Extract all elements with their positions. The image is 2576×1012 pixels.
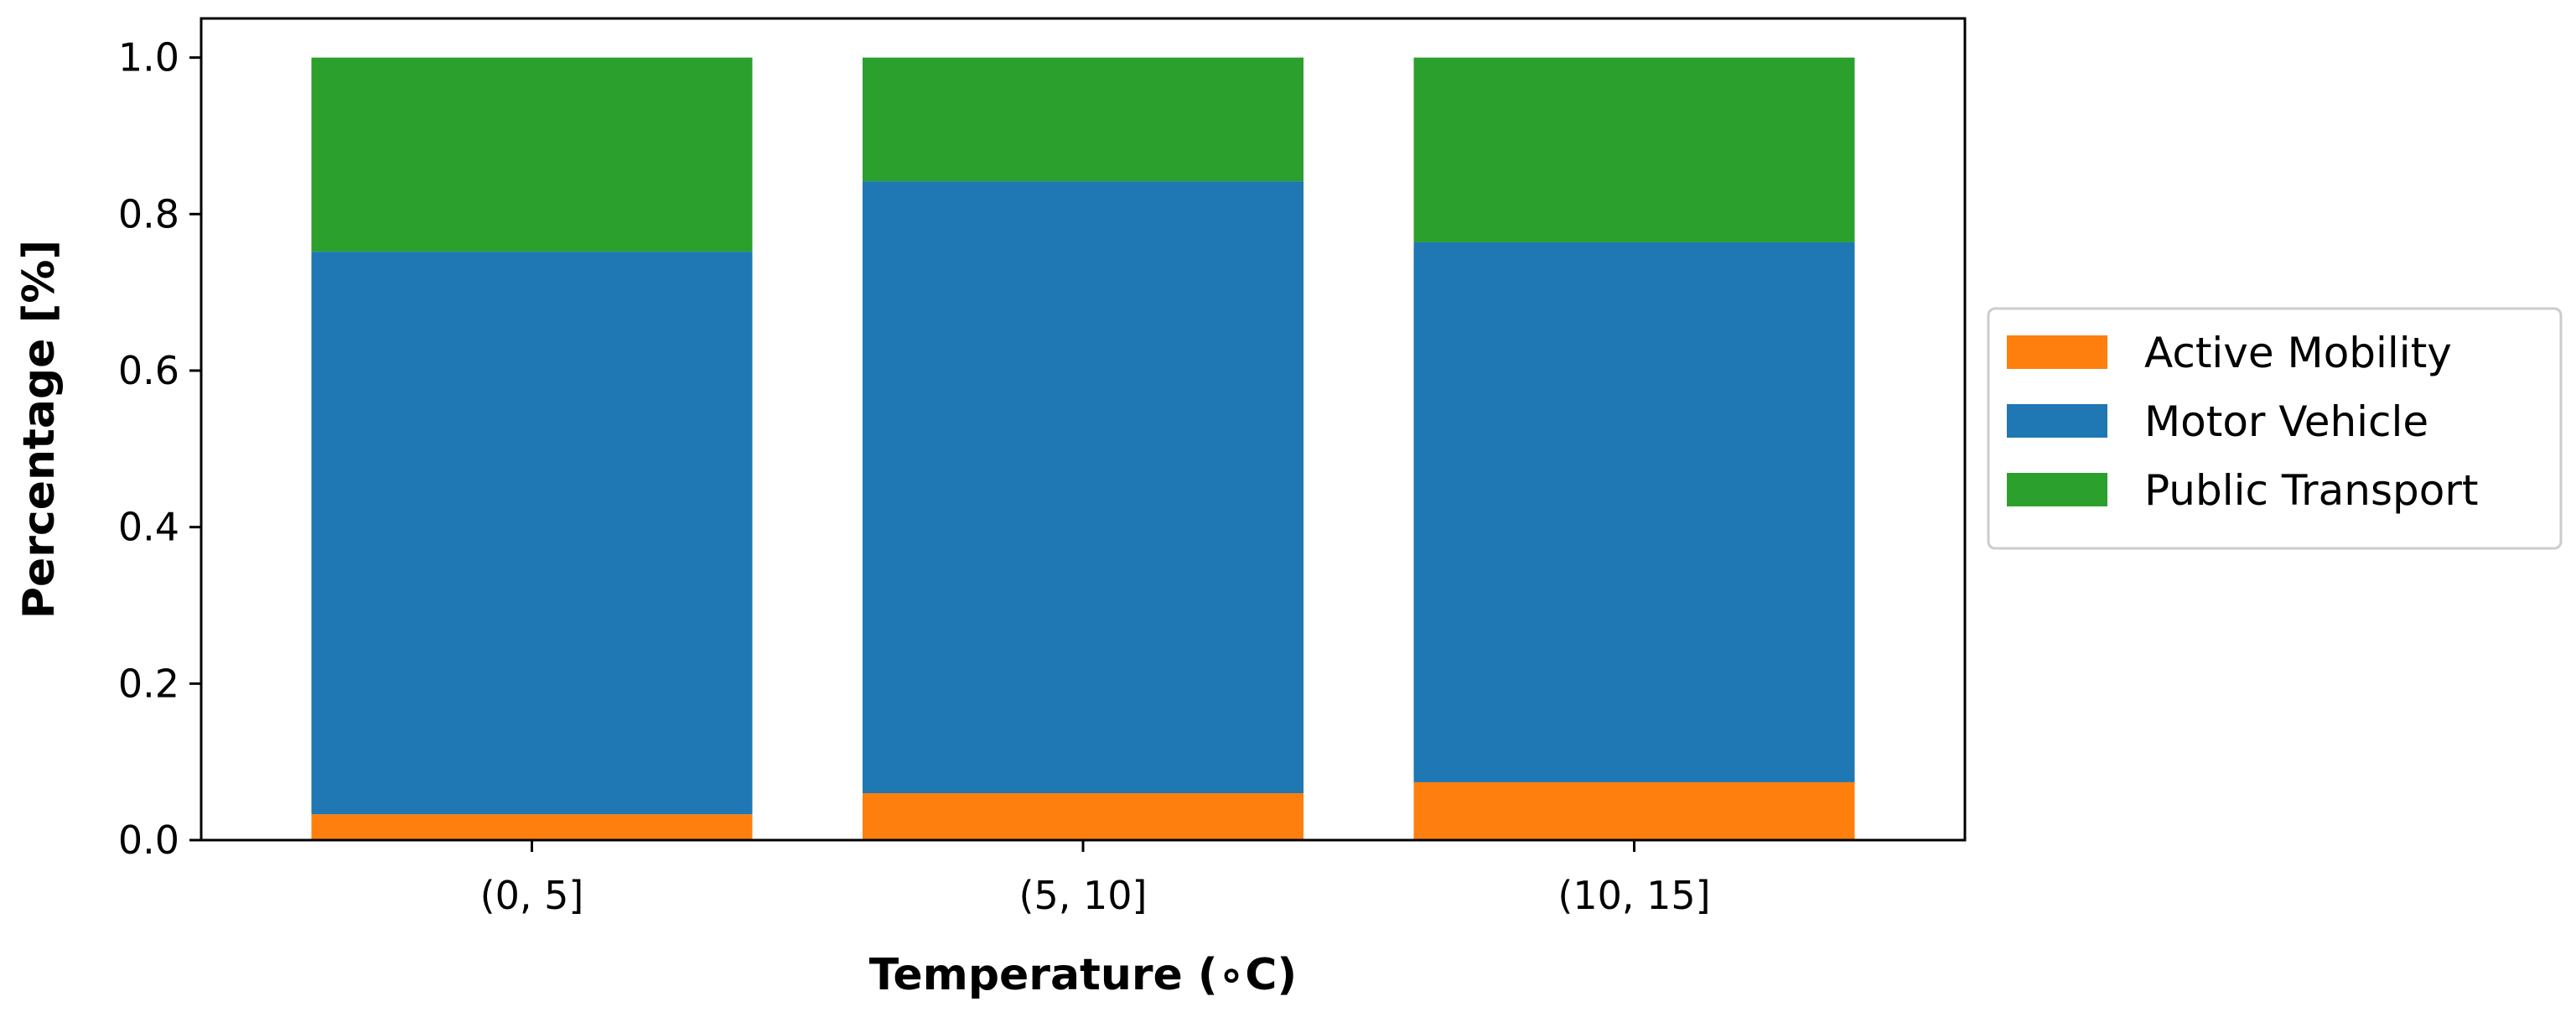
legend-swatch-active-mobility <box>2007 335 2107 369</box>
y-tick-label: 0.0 <box>118 817 179 863</box>
bar-public-transport-0 <box>311 57 753 252</box>
x-tick-label: (10, 15] <box>1558 873 1710 918</box>
legend: Active Mobility Motor Vehicle Public Trans… <box>1987 307 2563 550</box>
x-tick-label: (0, 5] <box>480 873 584 918</box>
legend-label-public-transport: Public Transport <box>2144 466 2479 515</box>
x-tick-label: (5, 10] <box>1019 873 1148 918</box>
bar-motor-vehicle-1 <box>863 181 1304 794</box>
bars-layer <box>311 57 1855 840</box>
y-tick-label: 0.8 <box>118 191 179 236</box>
bar-public-transport-1 <box>863 57 1304 182</box>
legend-swatch-motor-vehicle <box>2007 404 2107 438</box>
y-axis: 0.0 0.2 0.4 0.6 0.8 1.0 <box>118 35 201 863</box>
y-tick-label: 1.0 <box>118 35 179 80</box>
legend-label-motor-vehicle: Motor Vehicle <box>2144 397 2428 446</box>
y-axis-title: Percentage [%] <box>14 240 65 619</box>
bar-motor-vehicle-0 <box>311 252 753 815</box>
y-tick-label: 0.2 <box>118 661 179 706</box>
legend-swatch-public-transport <box>2007 473 2107 506</box>
bar-public-transport-2 <box>1413 57 1855 242</box>
legend-label-active-mobility: Active Mobility <box>2144 329 2452 377</box>
bar-active-mobility-1 <box>863 793 1304 840</box>
y-tick-label: 0.4 <box>118 505 179 550</box>
bar-active-mobility-0 <box>311 814 753 840</box>
x-axis-title: Temperature (∘C) <box>869 950 1297 1000</box>
x-axis: (0, 5] (5, 10] (10, 15] <box>480 840 1711 918</box>
bar-active-mobility-2 <box>1413 781 1855 840</box>
bar-motor-vehicle-2 <box>1413 241 1855 782</box>
legend-box <box>1987 307 2563 550</box>
y-tick-label: 0.6 <box>118 348 179 393</box>
